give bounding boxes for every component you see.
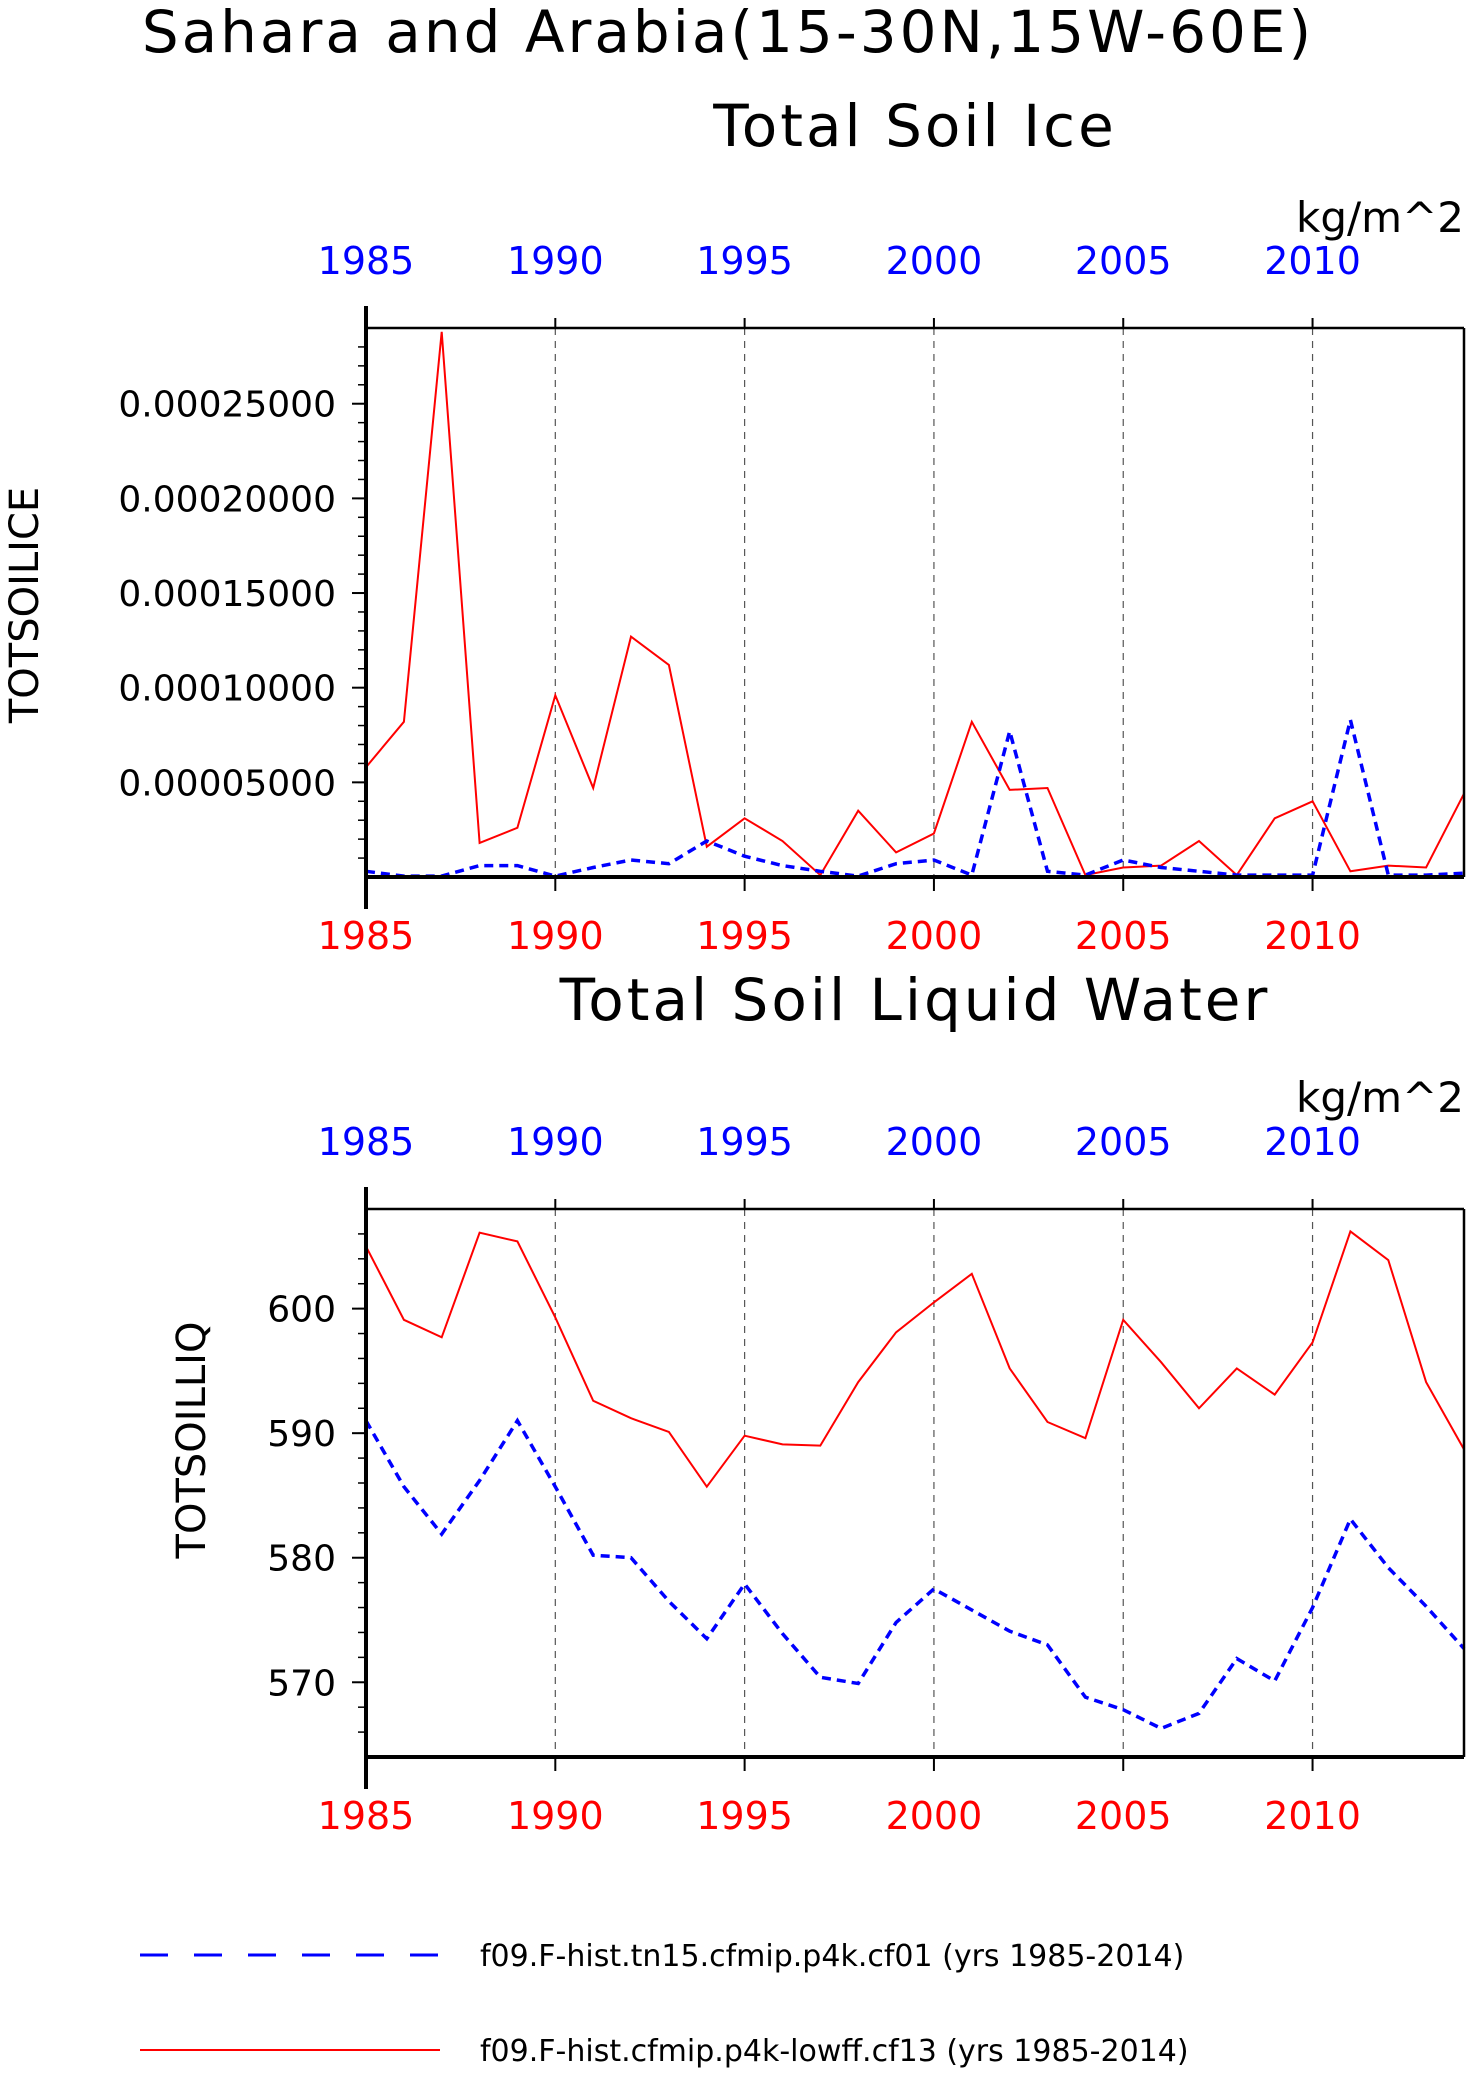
y-tick-label: 0.00010000: [118, 669, 336, 710]
panel-soil-liquid-water: Total Soil Liquid Water kg/m^2 TOTSOILLI…: [169, 966, 1466, 1838]
x-tick-label-bottom: 1985: [318, 1794, 415, 1838]
x-tick-label-bottom: 1990: [507, 914, 604, 958]
y-tick-label: 570: [267, 1663, 336, 1704]
x-tick-label-bottom: 2010: [1264, 1794, 1361, 1838]
panel-title: Total Soil Ice: [712, 92, 1117, 160]
x-tick-label-top: 1990: [507, 239, 604, 283]
legend-label: f09.F-hist.tn15.cfmip.p4k.cf01 (yrs 1985…: [480, 1939, 1184, 1974]
y-axis-label: TOTSOILICE: [2, 487, 48, 724]
x-tick-label-top: 1995: [696, 239, 793, 283]
x-tick-label-bottom: 2000: [886, 1794, 983, 1838]
series-line-blue-dashed: [364, 1417, 1466, 1731]
units-label: kg/m^2: [1296, 1073, 1464, 1122]
x-tick-label-top: 1995: [696, 1120, 793, 1164]
y-tick-label: 0.00025000: [118, 385, 336, 426]
y-tick-label: 0.00005000: [118, 763, 336, 804]
series-line-blue-dashed: [365, 719, 1465, 878]
x-tick-label-top: 2000: [886, 1120, 983, 1164]
x-tick-label-top: 2005: [1075, 239, 1172, 283]
x-tick-label-bottom: 1985: [318, 914, 415, 958]
y-tick-label: 600: [267, 1290, 336, 1331]
panel-title: Total Soil Liquid Water: [559, 966, 1271, 1034]
x-tick-label-top: 1990: [507, 1120, 604, 1164]
x-tick-label-bottom: 2010: [1264, 914, 1361, 958]
x-tick-label-top: 1985: [318, 239, 415, 283]
x-tick-label-bottom: 1990: [507, 1794, 604, 1838]
y-tick-label: 0.00015000: [118, 574, 336, 615]
x-tick-label-bottom: 1995: [696, 914, 793, 958]
series-line-red-solid: [365, 331, 1465, 877]
y-axis-label: TOTSOILLIQ: [169, 1322, 215, 1560]
legend: f09.F-hist.tn15.cfmip.p4k.cf01 (yrs 1985…: [140, 1939, 1189, 2069]
panel-soil-ice: Total Soil Ice kg/m^2 TOTSOILICE 0.00005…: [2, 92, 1466, 958]
x-tick-label-bottom: 2005: [1075, 1794, 1172, 1838]
series-line-red-solid: [365, 1229, 1465, 1489]
x-tick-label-top: 2010: [1264, 1120, 1361, 1164]
legend-label: f09.F-hist.cfmip.p4k-lowff.cf13 (yrs 198…: [480, 2034, 1189, 2069]
x-tick-label-bottom: 2005: [1075, 914, 1172, 958]
x-tick-label-top: 2005: [1075, 1120, 1172, 1164]
x-tick-label-top: 2010: [1264, 239, 1361, 283]
x-tick-label-top: 1985: [318, 1120, 415, 1164]
y-tick-label: 580: [267, 1539, 336, 1580]
x-tick-label-bottom: 2000: [886, 914, 983, 958]
y-tick-label: 0.00020000: [118, 479, 336, 520]
units-label: kg/m^2: [1296, 193, 1464, 242]
x-tick-label-top: 2000: [886, 239, 983, 283]
x-tick-label-bottom: 1995: [696, 1794, 793, 1838]
y-tick-label: 590: [267, 1414, 336, 1455]
figure-title: Sahara and Arabia(15-30N,15W-60E): [142, 0, 1314, 66]
